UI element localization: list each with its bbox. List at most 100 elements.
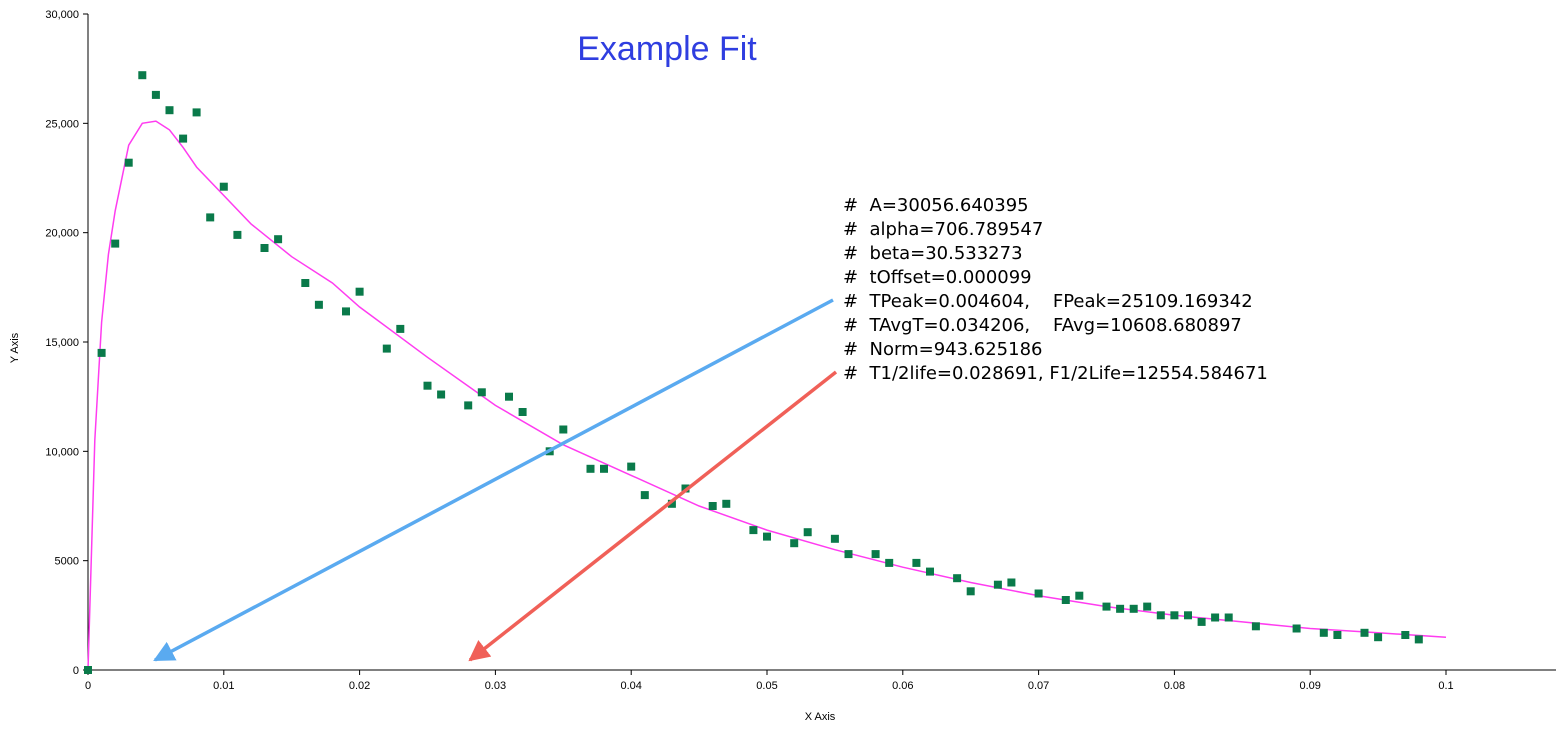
y-tick-label: 0: [73, 665, 79, 677]
data-point: [1061, 596, 1070, 604]
data-point: [274, 235, 283, 244]
data-point: [84, 666, 92, 674]
data-point: [912, 558, 921, 567]
data-point: [953, 574, 962, 583]
data-point: [640, 491, 649, 500]
data-point: [966, 587, 975, 596]
annotation-line: # TPeak=0.004604, FPeak=25109.169342: [843, 291, 1253, 312]
data-point: [1224, 613, 1233, 622]
red-arrow: [468, 370, 838, 662]
data-point: [803, 528, 812, 537]
data-point: [1319, 628, 1328, 637]
y-tick-label: 20,000: [45, 228, 79, 240]
data-point: [871, 550, 880, 559]
annotation-line: # beta=30.533273: [843, 243, 1023, 264]
data-point: [1374, 633, 1383, 642]
data-point: [1211, 613, 1220, 622]
data-points: [84, 71, 1423, 674]
annotation-line: # T1/2life=0.028691, F1/2Life=12554.5846…: [843, 363, 1268, 384]
y-tick-label: 25,000: [45, 118, 79, 130]
data-point: [559, 425, 568, 434]
data-point: [885, 558, 894, 567]
data-point: [1414, 635, 1423, 644]
y-tick-label: 10,000: [45, 446, 79, 458]
data-point: [1156, 611, 1165, 620]
data-point: [1360, 628, 1369, 637]
data-point: [1034, 589, 1043, 598]
data-point: [179, 134, 188, 143]
data-point: [1143, 602, 1152, 611]
data-point: [1116, 604, 1125, 613]
x-tick-label: 0.03: [485, 680, 506, 692]
data-point: [1292, 624, 1301, 633]
x-tick-label: 0.05: [756, 680, 777, 692]
y-tick-label: 15,000: [45, 337, 79, 349]
data-point: [1007, 578, 1016, 587]
data-point: [260, 244, 269, 252]
data-point: [1102, 602, 1111, 611]
data-point: [314, 300, 323, 309]
y-tick-label: 30,000: [45, 9, 79, 21]
data-point: [1197, 617, 1206, 626]
data-point: [206, 213, 215, 222]
data-point: [423, 381, 432, 390]
data-point: [763, 532, 771, 541]
annotation-line: # alpha=706.789547: [843, 219, 1043, 240]
data-point: [518, 408, 527, 416]
x-tick-label: 0: [85, 680, 91, 692]
data-point: [301, 279, 310, 287]
data-point: [192, 108, 201, 117]
data-point: [396, 324, 405, 333]
data-point: [165, 106, 174, 115]
data-point: [437, 390, 446, 399]
data-point: [926, 567, 934, 576]
data-point: [708, 502, 717, 510]
annotation-line: # A=30056.640395: [843, 195, 1029, 216]
data-point: [233, 230, 242, 239]
data-point: [790, 539, 799, 548]
fit-curve: [87, 120, 1447, 671]
data-point: [97, 348, 106, 357]
data-point: [464, 401, 473, 410]
data-point: [722, 499, 731, 508]
data-point: [749, 526, 758, 535]
x-ticks: 0 0.01 0.02 0.03 0.04 0.05 0.06 0.07 0.08 0.09 0.1: [85, 670, 1454, 692]
data-point: [627, 462, 636, 471]
data-point: [1184, 611, 1192, 620]
data-point: [477, 388, 486, 397]
data-point: [111, 239, 120, 248]
x-tick-label: 0.1: [1438, 680, 1453, 692]
blue-arrow: [153, 298, 834, 662]
data-point: [124, 158, 133, 167]
y-tick-label: 5000: [55, 556, 79, 568]
y-axis-title: Y Axis: [9, 332, 21, 363]
data-point: [138, 71, 147, 80]
data-point: [355, 287, 364, 296]
data-point: [382, 344, 391, 353]
data-point: [219, 182, 228, 191]
x-tick-label: 0.08: [1164, 680, 1185, 692]
x-tick-label: 0.04: [620, 680, 641, 692]
data-point: [505, 392, 513, 401]
data-point: [1401, 631, 1410, 639]
x-tick-label: 0.09: [1299, 680, 1320, 692]
data-point: [1129, 604, 1138, 613]
data-point: [600, 464, 608, 473]
x-axis-title: X Axis: [805, 711, 836, 723]
x-tick-label: 0.01: [213, 680, 234, 692]
data-point: [667, 499, 676, 508]
x-tick-label: 0.02: [349, 680, 370, 692]
data-point: [1075, 591, 1084, 600]
data-point: [830, 534, 839, 543]
x-tick-label: 0.07: [1028, 680, 1049, 692]
data-point: [151, 90, 160, 99]
data-point: [1170, 611, 1179, 620]
data-point: [844, 550, 853, 559]
data-point: [342, 307, 350, 316]
x-tick-label: 0.06: [892, 680, 913, 692]
annotation-line: # tOffset=0.000099: [843, 267, 1032, 288]
axes: [87, 14, 1556, 671]
data-point: [1251, 622, 1260, 631]
data-point: [993, 580, 1002, 589]
